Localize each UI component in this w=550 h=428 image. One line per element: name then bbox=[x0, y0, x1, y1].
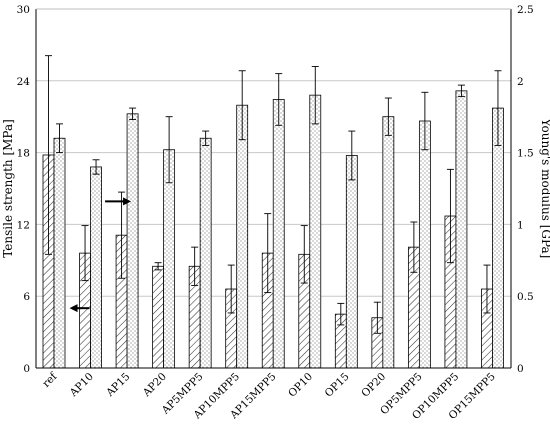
error-bar bbox=[373, 301, 381, 334]
bar-modulus-ap10mpp5 bbox=[236, 104, 249, 369]
error-bar bbox=[384, 97, 392, 136]
y-tick-label: 0 bbox=[23, 363, 30, 375]
arrow-right-head bbox=[123, 197, 132, 206]
error-bar bbox=[191, 246, 199, 286]
annot-layer bbox=[69, 197, 132, 313]
axes-layer bbox=[35, 8, 512, 369]
bar-modulus-op15 bbox=[345, 155, 358, 369]
bar-modulus-ap15 bbox=[126, 113, 139, 369]
bar-modulus-ap15mpp5 bbox=[272, 99, 285, 369]
error-bar bbox=[300, 225, 308, 284]
y-tick-label: 12 bbox=[17, 219, 30, 231]
error-bar bbox=[410, 221, 418, 273]
x-tick-label: ref bbox=[40, 370, 60, 390]
y-tick-label: 6 bbox=[23, 291, 30, 303]
x-tick-label: AP10 bbox=[67, 371, 96, 400]
error-bar bbox=[118, 191, 126, 279]
error-bar bbox=[129, 107, 137, 121]
bar-modulus-ap5mpp5 bbox=[199, 137, 212, 369]
error-bar bbox=[446, 168, 454, 264]
y-tick-label: 18 bbox=[17, 148, 30, 160]
y2-tick-label: 0 bbox=[517, 363, 524, 375]
bar-modulus-op10mpp5 bbox=[455, 90, 468, 369]
x-tick-label: AP20 bbox=[140, 371, 169, 400]
error-bar bbox=[494, 70, 502, 146]
errors-layer bbox=[45, 55, 502, 334]
x-tick-label: AP15 bbox=[103, 371, 132, 400]
x-tick-label: OP10 bbox=[286, 371, 315, 400]
x-tick-label: OP15 bbox=[323, 371, 352, 400]
bar-tensile-ap20 bbox=[152, 265, 165, 369]
y2-tick-label: 2 bbox=[517, 76, 524, 88]
bar-modulus-op5mpp5 bbox=[418, 120, 431, 369]
bar-modulus-op15mpp5 bbox=[492, 107, 504, 369]
error-bar bbox=[311, 65, 319, 125]
error-bar bbox=[56, 123, 63, 154]
bar-modulus-op20 bbox=[382, 116, 395, 369]
y2-tick-label: 1.5 bbox=[517, 148, 534, 160]
error-bar bbox=[348, 130, 356, 181]
error-bar bbox=[483, 264, 491, 314]
bar-modulus-ref bbox=[53, 137, 66, 369]
bars-layer bbox=[42, 90, 504, 369]
y-tick-label: 30 bbox=[17, 4, 30, 16]
error-bar bbox=[81, 225, 89, 282]
error-bar bbox=[275, 73, 283, 126]
y-tick-label: 24 bbox=[17, 76, 31, 88]
arrow-left-head bbox=[69, 304, 78, 313]
error-bar bbox=[202, 130, 210, 146]
y2-tick-label: 0.5 bbox=[517, 291, 534, 303]
error-bar bbox=[238, 70, 246, 141]
error-bar bbox=[227, 264, 235, 314]
error-bar bbox=[165, 116, 173, 184]
error-bar bbox=[457, 84, 465, 98]
y-axis-title: Tensile strength [MPa] bbox=[1, 119, 15, 258]
y2-axis-title: Young's modulus [GPa] bbox=[539, 118, 550, 259]
bar-modulus-ap10 bbox=[90, 166, 102, 369]
error-bar bbox=[92, 159, 100, 175]
error-bar bbox=[45, 55, 52, 255]
error-bar bbox=[264, 213, 272, 294]
bar-modulus-op10 bbox=[309, 94, 322, 369]
y2-tick-label: 1 bbox=[517, 219, 524, 231]
x-tick-label: OP20 bbox=[359, 371, 388, 400]
error-bar bbox=[421, 91, 429, 151]
error-bar bbox=[337, 302, 345, 326]
error-bar bbox=[154, 262, 162, 271]
y2-tick-label: 2.5 bbox=[517, 4, 534, 16]
